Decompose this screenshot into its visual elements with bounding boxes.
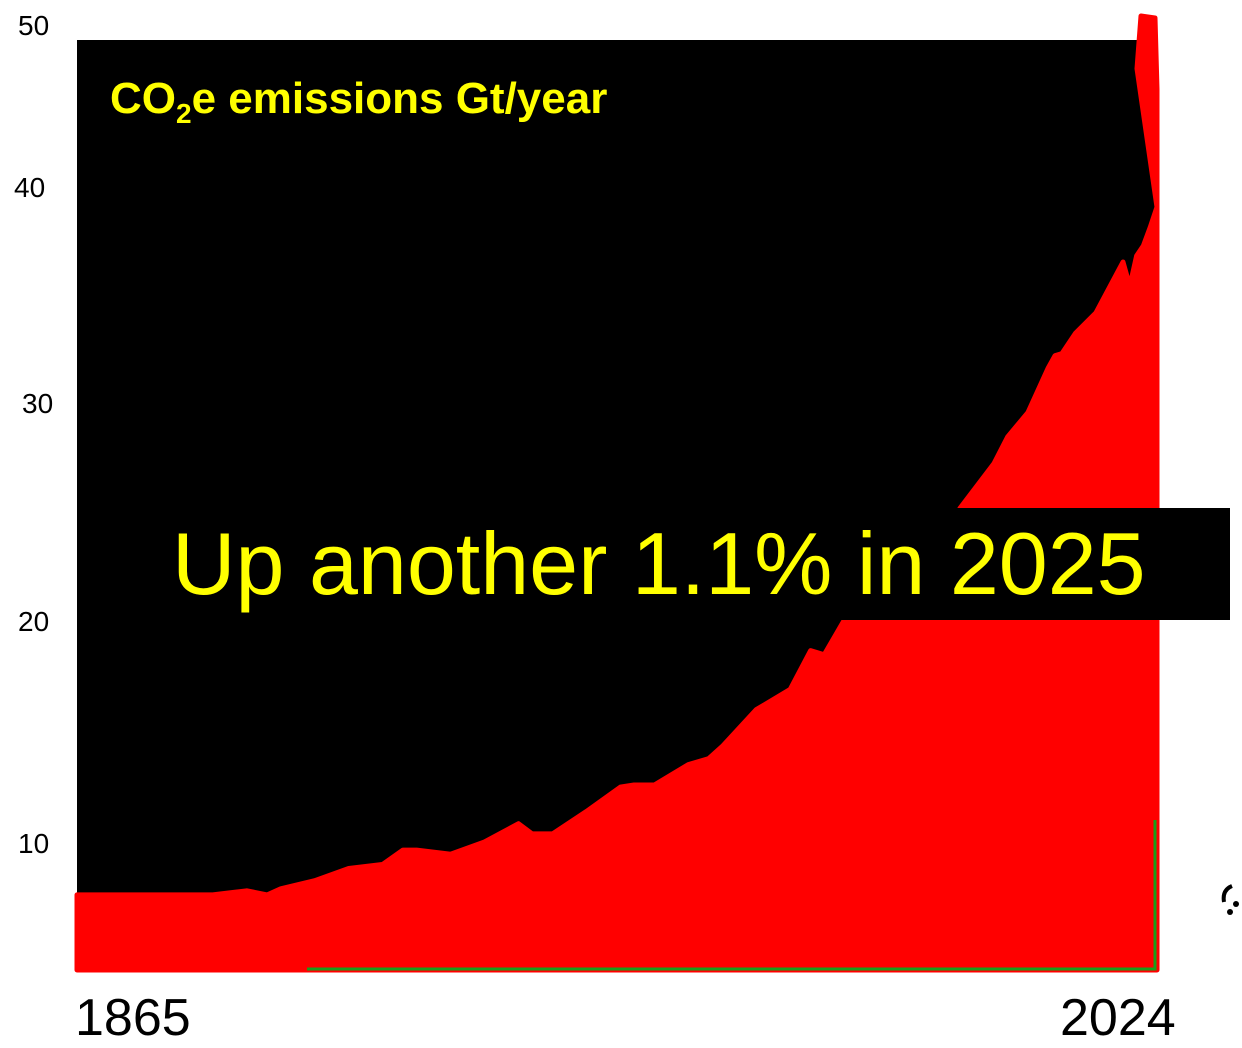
x-tick-label: 2024	[1060, 989, 1176, 1047]
y-tick-label: 10	[18, 828, 50, 859]
chart-title: CO2e emissions Gt/year	[110, 74, 608, 128]
annotation-text: Up another 1.1% in 2025	[172, 514, 1146, 613]
y-tick-label: 30	[22, 388, 54, 419]
baseline-line	[307, 820, 1157, 971]
y-tick-label: 50	[18, 10, 50, 41]
annotation-background	[840, 508, 1230, 620]
title-subscript: 2	[176, 98, 192, 129]
title-main: CO	[110, 74, 176, 123]
title-rest: e emissions Gt/year	[191, 74, 608, 123]
partial-logo-icon	[1221, 884, 1239, 915]
y-tick-label: 40	[14, 172, 46, 203]
y-tick-label: 20	[18, 606, 50, 637]
emissions-area	[74, 13, 1160, 973]
x-tick-label: 1865	[75, 989, 191, 1047]
